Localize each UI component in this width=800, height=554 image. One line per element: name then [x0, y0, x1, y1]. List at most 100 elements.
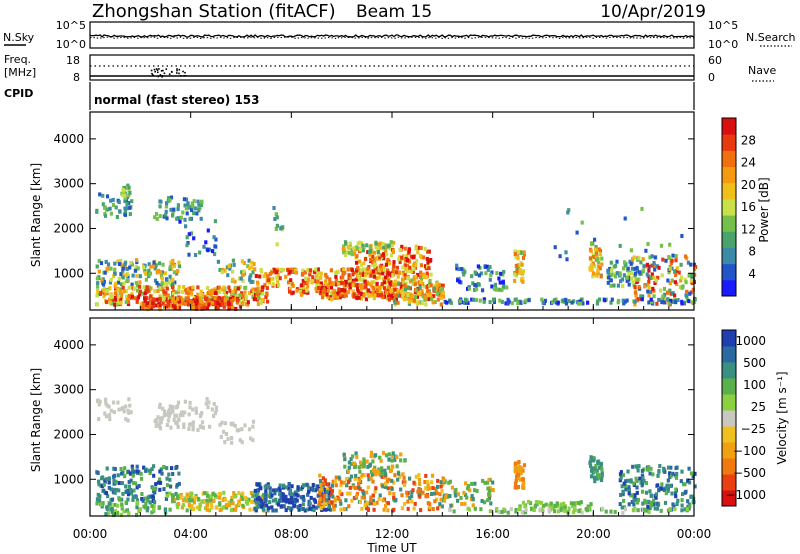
data-cell	[462, 300, 466, 305]
data-cell	[218, 268, 222, 272]
data-cell	[211, 249, 215, 254]
data-cell	[659, 288, 663, 293]
data-cell	[466, 506, 470, 511]
data-cell	[394, 297, 398, 302]
data-cell	[147, 468, 151, 473]
cpid-panel: CPID normal (fast stereo) 153	[4, 82, 695, 110]
data-cell	[282, 498, 286, 503]
data-cell	[609, 283, 613, 288]
data-cell	[135, 498, 140, 503]
data-cell	[319, 506, 323, 511]
data-cell	[473, 287, 477, 292]
data-cell	[495, 287, 499, 292]
data-cell	[414, 288, 419, 293]
data-cell	[256, 504, 260, 509]
data-cell	[112, 274, 116, 279]
data-cell	[330, 483, 335, 488]
data-cell	[618, 472, 623, 477]
data-cell	[486, 486, 490, 491]
data-cell	[423, 297, 427, 302]
data-cell	[307, 485, 311, 490]
data-cell	[332, 507, 336, 512]
data-cell	[635, 265, 639, 270]
data-cell	[135, 469, 139, 474]
data-cell	[256, 302, 260, 306]
data-cell	[506, 510, 510, 515]
data-cell	[518, 504, 522, 509]
data-cell	[256, 286, 260, 291]
data-cell	[119, 300, 123, 305]
data-cell	[337, 475, 341, 480]
data-cell	[492, 297, 496, 302]
data-cell	[316, 486, 321, 491]
data-cell	[473, 506, 477, 511]
data-cell	[210, 290, 214, 295]
data-cell	[176, 502, 181, 506]
data-cell	[347, 273, 351, 278]
data-cell	[589, 474, 594, 479]
data-cell	[100, 278, 104, 283]
data-cell	[220, 420, 224, 425]
data-cell	[673, 507, 677, 511]
data-cell	[649, 299, 654, 304]
data-cell	[223, 268, 227, 273]
data-cell	[481, 478, 485, 483]
data-cell	[183, 302, 187, 306]
data-cell	[567, 208, 571, 213]
data-cell	[183, 410, 187, 415]
data-cell	[189, 231, 194, 236]
data-cell	[553, 509, 557, 514]
data-cell	[374, 453, 378, 458]
data-cell	[123, 185, 127, 190]
data-cell	[588, 267, 592, 272]
data-cell	[298, 503, 302, 508]
data-cell	[389, 288, 394, 293]
data-cell	[116, 510, 120, 515]
data-cell	[121, 405, 125, 410]
colorbar-segment	[722, 490, 736, 507]
data-cell	[654, 492, 658, 497]
time-tick-label: 20:00	[576, 527, 611, 541]
data-cell	[638, 476, 642, 481]
data-cell	[662, 488, 666, 492]
data-cell	[277, 486, 281, 491]
data-cell	[687, 466, 691, 471]
data-cell	[685, 294, 689, 299]
data-cell	[234, 504, 238, 509]
data-cell	[162, 487, 166, 492]
data-cell	[541, 508, 545, 513]
freq-dot	[183, 75, 185, 77]
data-cell	[129, 410, 133, 415]
data-cell	[233, 290, 237, 295]
data-cell	[108, 501, 112, 506]
data-cell	[488, 486, 492, 491]
data-cell	[516, 301, 520, 306]
data-cell	[423, 264, 428, 269]
data-cell	[234, 494, 238, 499]
data-cell	[168, 198, 172, 203]
data-cell	[177, 284, 181, 289]
data-cell	[135, 283, 140, 288]
data-cell	[310, 280, 314, 285]
data-cell	[142, 265, 146, 270]
data-cell	[477, 282, 481, 287]
data-cell	[331, 494, 335, 499]
data-cell	[391, 451, 395, 456]
data-cell	[424, 302, 428, 307]
data-cell	[172, 264, 176, 269]
data-cell	[207, 494, 211, 499]
data-cell	[600, 262, 604, 267]
data-cell	[463, 501, 467, 506]
data-cell	[125, 294, 129, 299]
data-cell	[177, 287, 181, 292]
data-cell	[632, 498, 636, 503]
data-cell	[96, 281, 100, 286]
data-cell	[439, 480, 443, 485]
data-cell	[149, 286, 153, 291]
data-cell	[347, 250, 351, 255]
data-cell	[659, 486, 663, 491]
data-cell	[623, 260, 627, 265]
data-cell	[620, 505, 624, 510]
data-cell	[400, 493, 404, 498]
data-cell	[403, 263, 407, 268]
